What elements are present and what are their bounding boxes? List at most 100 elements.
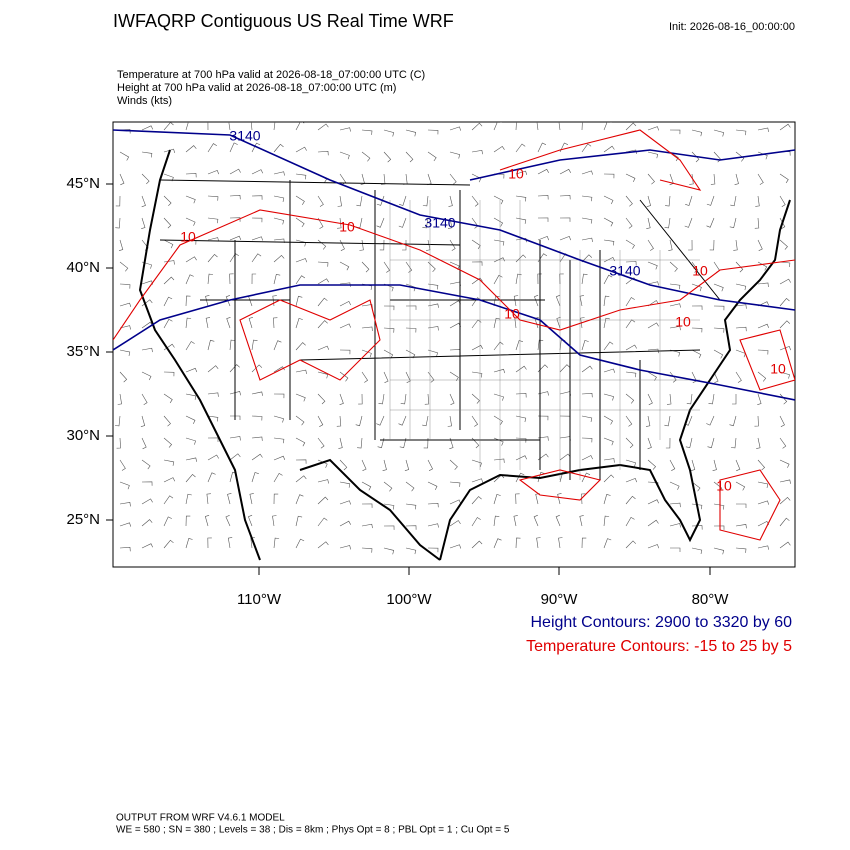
wind-barb	[141, 371, 152, 381]
wind-barb	[227, 537, 233, 549]
wind-barb	[625, 297, 635, 307]
wind-barb	[757, 173, 764, 185]
wind-barb	[204, 515, 210, 527]
wind-barb	[708, 393, 715, 405]
height-contour-label: 3140	[424, 215, 455, 231]
wind-barb	[713, 129, 725, 137]
wind-barb	[317, 541, 329, 549]
wind-barb	[251, 253, 262, 263]
wind-barb	[730, 195, 737, 207]
wind-barb	[712, 459, 717, 471]
wind-barb	[207, 143, 217, 153]
wind-barb	[493, 393, 504, 401]
wind-barb	[339, 300, 351, 307]
wind-barb	[669, 459, 676, 471]
wind-barb	[581, 415, 593, 422]
wind-barb	[295, 369, 307, 375]
wind-barb	[185, 145, 197, 153]
wind-barb	[559, 142, 569, 153]
wind-barb	[471, 517, 481, 527]
wind-barb	[471, 239, 481, 250]
wind-barb	[207, 170, 219, 175]
wind-barb	[647, 126, 659, 131]
wind-barb	[471, 540, 483, 549]
wind-barb	[537, 436, 549, 441]
wind-barb	[427, 502, 439, 508]
wind-barb	[645, 415, 651, 427]
wind-barb	[383, 305, 395, 311]
wind-barb	[317, 217, 324, 229]
wind-barb	[423, 437, 429, 449]
wind-barb	[690, 459, 696, 471]
wind-barb	[339, 520, 351, 527]
wind-barb	[317, 239, 327, 250]
wind-barb	[229, 391, 241, 396]
wind-barb	[251, 273, 257, 285]
wind-barb	[317, 496, 329, 505]
wind-barb	[383, 151, 392, 163]
wind-barb	[185, 538, 193, 549]
wind-barb	[493, 317, 501, 329]
wind-barb	[273, 238, 285, 243]
wind-barb	[251, 472, 259, 483]
legend-temperature: Temperature Contours: -15 to 25 by 5	[526, 638, 792, 655]
wind-barb	[163, 415, 171, 427]
wind-barb	[405, 327, 417, 333]
wind-barb	[273, 171, 285, 176]
wind-barb	[273, 455, 286, 461]
wind-barb	[427, 459, 434, 471]
wind-barb	[691, 261, 699, 273]
wind-barb	[647, 173, 655, 185]
wind-barb	[273, 340, 282, 351]
wind-barb	[691, 481, 701, 492]
temperature-contour-label: 10	[716, 478, 732, 494]
wind-barb	[603, 341, 614, 351]
wind-barb	[685, 195, 693, 206]
wind-barb	[581, 455, 593, 461]
wind-barb	[493, 437, 504, 446]
wind-barb	[713, 525, 725, 530]
wind-barb	[119, 302, 132, 307]
wind-barb	[713, 305, 725, 311]
wind-barb	[537, 339, 544, 351]
wind-barb	[273, 393, 285, 399]
wind-barb	[339, 173, 347, 185]
wind-barb	[735, 459, 741, 472]
wind-barb	[625, 540, 637, 549]
wind-barb	[273, 143, 284, 153]
wind-barb	[755, 195, 760, 207]
wind-barb	[449, 239, 456, 251]
wind-barb	[447, 415, 452, 427]
wind-barb	[684, 217, 693, 228]
wind-barb	[295, 295, 303, 307]
wind-barb	[647, 261, 658, 270]
wind-barb	[119, 173, 125, 186]
wind-barb	[230, 415, 241, 420]
wind-barb	[471, 496, 482, 505]
wind-barb	[163, 393, 173, 404]
wind-barb	[779, 479, 791, 484]
wind-barb	[141, 459, 151, 470]
wind-barb	[356, 195, 363, 207]
wind-barb	[625, 371, 637, 378]
wind-barb	[141, 481, 153, 486]
wind-barb	[115, 217, 121, 229]
wind-barb	[625, 415, 633, 427]
wind-barb	[427, 349, 438, 357]
wind-barb	[206, 493, 211, 505]
wind-barb	[735, 524, 747, 529]
wind-barb	[581, 340, 589, 351]
height-contours	[113, 129, 795, 401]
wind-barb	[757, 393, 762, 405]
wind-barb	[383, 327, 395, 333]
wind-barb	[706, 415, 715, 426]
wind-barb	[646, 217, 651, 229]
wind-barb	[361, 481, 372, 491]
wind-barb	[603, 415, 614, 425]
wind-barb	[581, 273, 588, 285]
wind-barb	[207, 253, 218, 263]
wind-barb	[317, 517, 328, 527]
temperature-contour-label: 10	[339, 219, 355, 235]
wind-barb	[427, 129, 439, 135]
